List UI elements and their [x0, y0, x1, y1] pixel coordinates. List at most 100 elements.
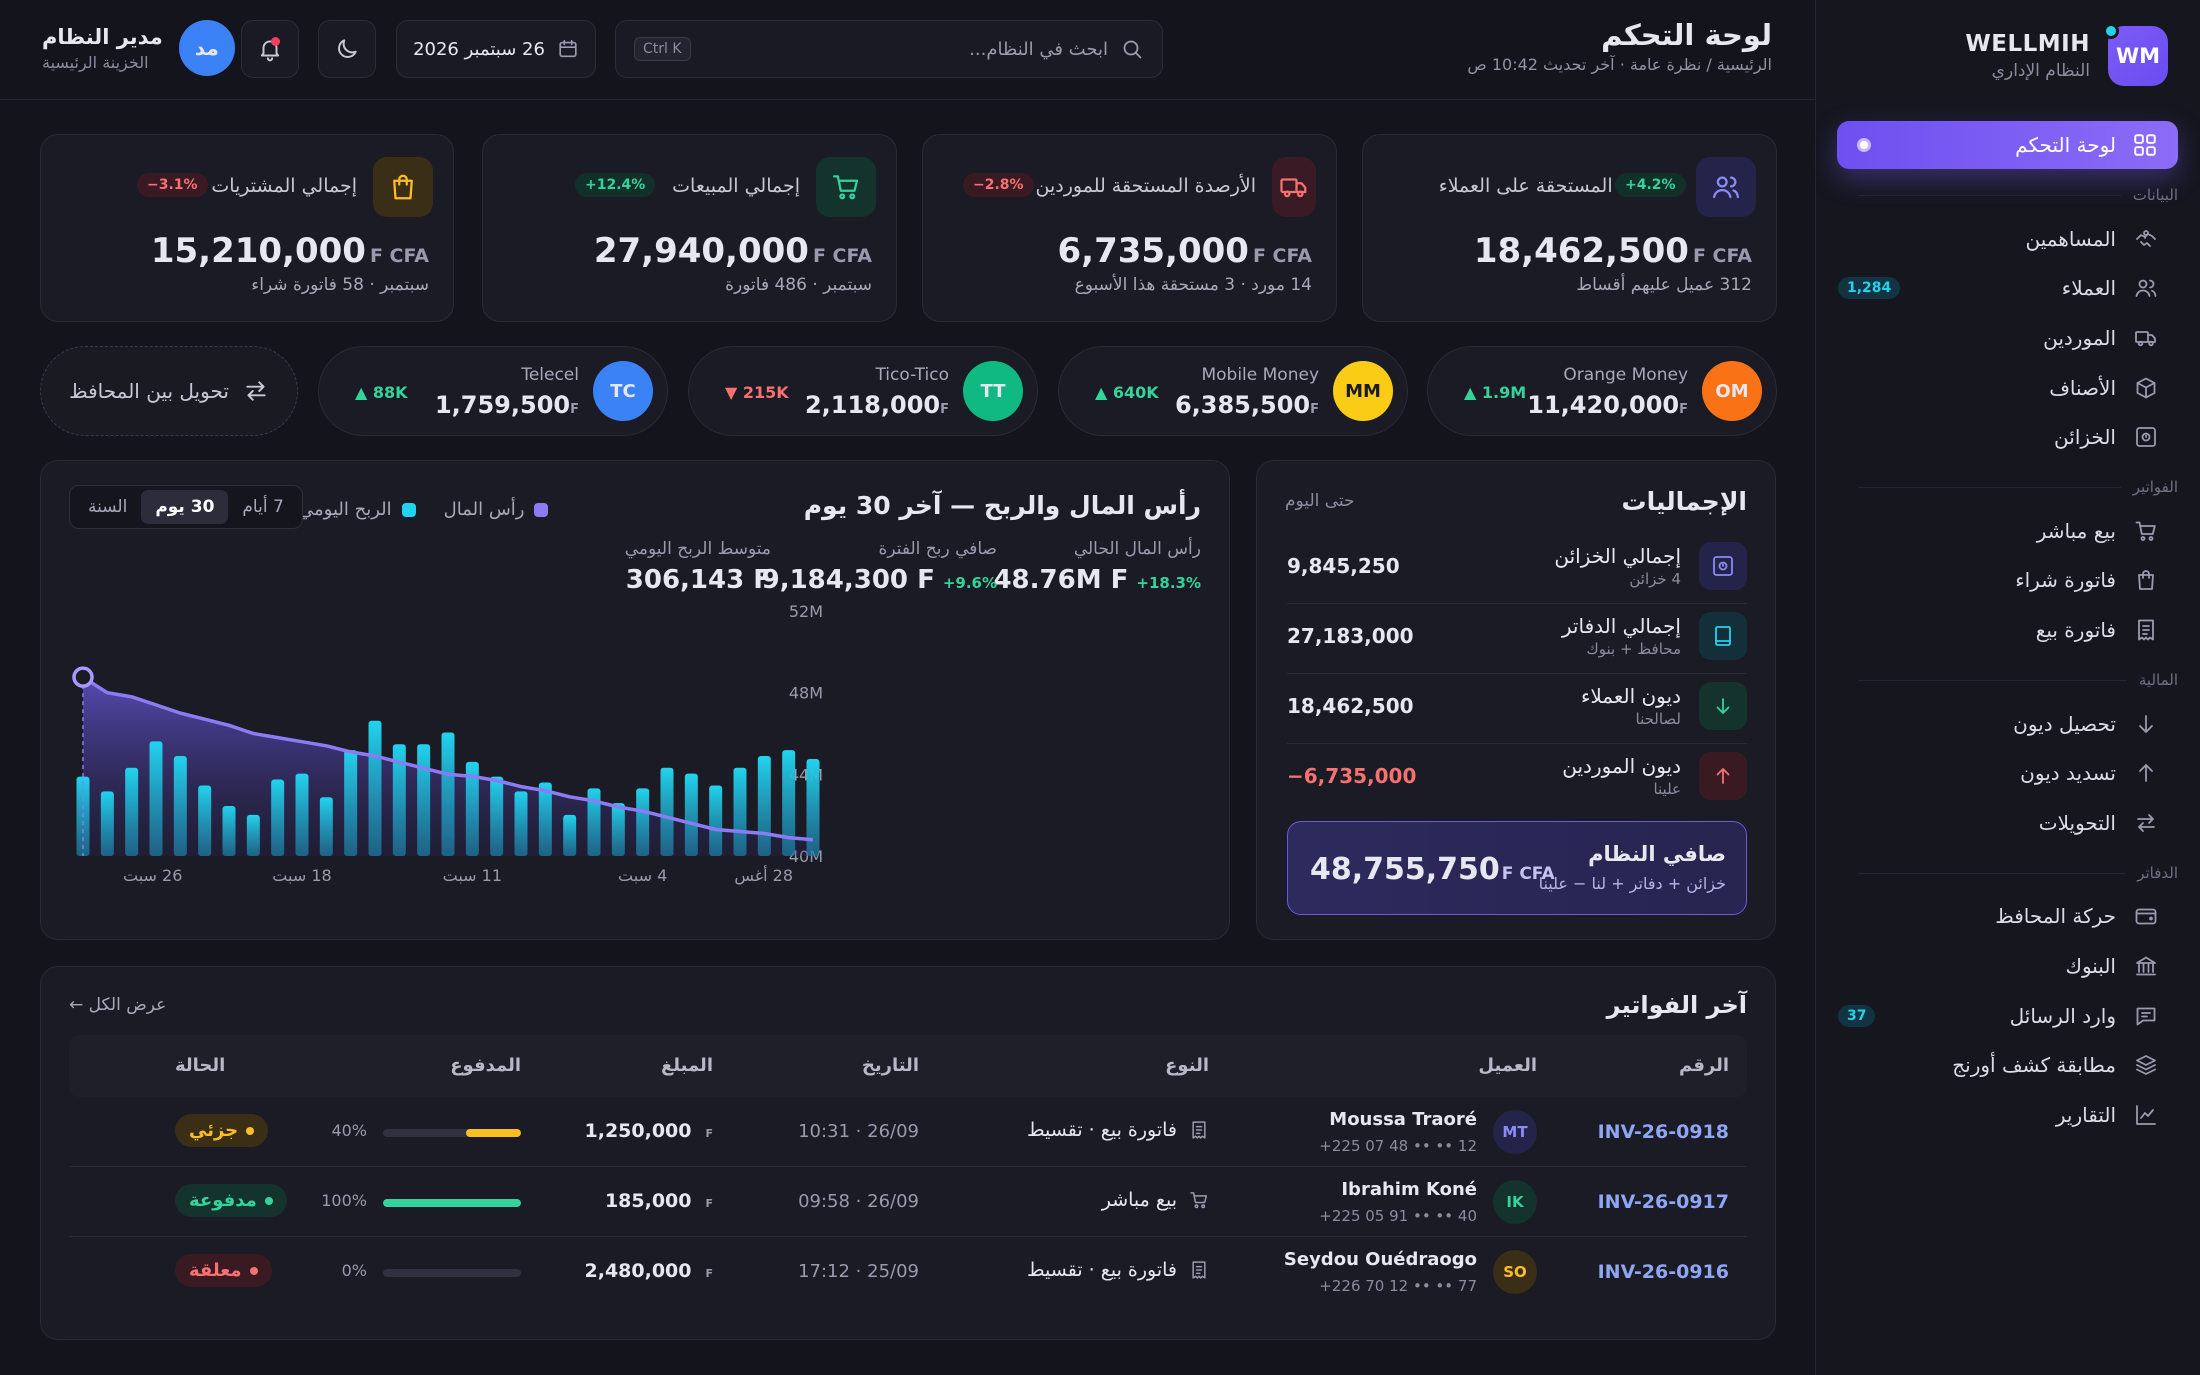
sidebar-item-orange-reconcile[interactable]: مطابقة كشف أورنج — [1838, 1048, 2158, 1082]
sidebar-item-transfers[interactable]: التحويلات — [1838, 806, 2158, 840]
column-header: المدفوع — [450, 1055, 521, 1076]
table-row[interactable]: INV-26-0916 SO Seydou Ouédraogo +226 70 … — [69, 1237, 1747, 1307]
search-input[interactable]: ابحث في النظام... Ctrl K — [615, 20, 1163, 78]
bag-icon — [2134, 568, 2158, 592]
sidebar-item-purchase-invoice[interactable]: فاتورة شراء — [1838, 563, 2158, 597]
sidebar-item-dashboard[interactable]: لوحة التحكم — [1837, 121, 2178, 169]
sidebar-item-safes[interactable]: الخزائن — [1838, 420, 2158, 454]
invoice-number[interactable]: INV-26-0917 — [1597, 1191, 1729, 1213]
wallet-change: ▲ 1.9M — [1464, 383, 1527, 402]
status-label: معلقة — [189, 1260, 242, 1281]
invoice-number[interactable]: INV-26-0918 — [1597, 1121, 1729, 1143]
sidebar-item-messages[interactable]: وارد الرسائل 37 — [1838, 999, 2158, 1033]
sidebar-item-reports[interactable]: التقارير — [1838, 1098, 2158, 1132]
truck-icon — [2134, 326, 2158, 350]
count-badge: 37 — [1838, 1005, 1876, 1027]
profit-bar — [344, 750, 358, 856]
total-label: إجمالي الدفاتر — [1561, 614, 1681, 638]
search-shortcut: Ctrl K — [634, 37, 691, 61]
amount-unit: F — [705, 1127, 713, 1140]
stat-unit: F CFA — [369, 245, 429, 267]
invoice-amount: 1,250,000 F — [585, 1120, 714, 1142]
paid-progress-bar — [383, 1129, 521, 1137]
kpi-label: صافي ربح الفترة — [878, 539, 997, 559]
divider — [1287, 603, 1747, 604]
sidebar-item-banks[interactable]: البنوك — [1838, 949, 2158, 983]
total-label: ديون الموردين — [1562, 754, 1681, 778]
kpi-change: +18.3% — [1136, 574, 1201, 592]
wallet-card-mobile-money[interactable]: MM Mobile Money 6,385,500F ▲ 640K — [1058, 346, 1408, 436]
total-value: −6,735,000 — [1287, 764, 1417, 788]
capital-profit-chart-panel: رأس المال والربح — آخر 30 يوم رأس المال … — [40, 460, 1230, 940]
total-label: إجمالي الخزائن — [1554, 544, 1681, 568]
safe-icon — [2134, 425, 2158, 449]
legend-label: رأس المال — [443, 499, 525, 520]
search-icon — [1120, 37, 1144, 61]
table-row[interactable]: INV-26-0918 MT Moussa Traoré +225 07 48 … — [69, 1097, 1747, 1167]
table-header: الرقم العميل النوع التاريخ المبلغ المدفو… — [69, 1035, 1747, 1097]
date-picker[interactable]: 26 سبتمبر 2026 — [396, 20, 596, 78]
theme-toggle-button[interactable] — [318, 20, 376, 78]
section-data: البيانات — [1858, 186, 2178, 204]
arrow-up-icon — [1699, 752, 1747, 800]
total-row-supplier-debts: ديون الموردين علينا −6,735,000 — [1287, 741, 1747, 811]
chart-title: رأس المال والربح — آخر 30 يوم — [803, 491, 1201, 520]
customer-avatar: SO — [1493, 1250, 1537, 1294]
net-unit: F CFA — [1501, 864, 1555, 884]
sidebar-item-products[interactable]: الأصناف — [1838, 371, 2158, 405]
profit-bar — [806, 758, 820, 856]
sidebar-item-pay-debts[interactable]: تسديد ديون — [1838, 756, 2158, 790]
wallet-card-tico-tico[interactable]: TT Tico-Tico 2,118,000F ▼ 215K — [688, 346, 1038, 436]
wallet-icon — [2134, 904, 2158, 928]
total-row-ledgers: إجمالي الدفاتر محافظ + بنوك 27,183,000 — [1287, 601, 1747, 671]
x-tick-label: 28 أغس — [734, 865, 793, 886]
amount-unit: F — [705, 1267, 713, 1280]
active-indicator — [1857, 138, 1871, 152]
profit-bar — [246, 814, 260, 856]
total-value: 18,462,500 — [1287, 694, 1414, 718]
date-label: 26 سبتمبر 2026 — [413, 38, 545, 60]
wallet-balance: 11,420,000F — [1527, 391, 1688, 419]
page-title: لوحة التحكم — [1601, 18, 1772, 52]
invoice-number[interactable]: INV-26-0916 — [1597, 1261, 1729, 1283]
wallet-amount: 11,420,000 — [1527, 391, 1680, 419]
sidebar-item-customers[interactable]: العملاء 1,284 — [1838, 271, 2158, 305]
sidebar-item-sale-invoice[interactable]: فاتورة بيع — [1838, 613, 2158, 647]
total-row-customer-debts: ديون العملاء لصالحنا 18,462,500 — [1287, 671, 1747, 741]
brand-logo: WM — [2103, 23, 2168, 86]
progress-fill — [465, 1129, 521, 1137]
view-all-link[interactable]: عرض الكل ← — [69, 995, 167, 1015]
amount-unit: F — [705, 1197, 713, 1210]
arrow-down-icon — [2134, 712, 2158, 736]
wallet-card-orange-money[interactable]: OM Orange Money 11,420,000F ▲ 1.9M — [1427, 346, 1777, 436]
sidebar-item-direct-sale[interactable]: بيع مباشر — [1838, 514, 2158, 548]
user-menu[interactable]: مدير النظام الخزينة الرئيسية مد — [42, 20, 235, 76]
invoices-title: آخر الفواتير — [1606, 991, 1747, 1019]
range-year[interactable]: السنة — [88, 497, 128, 517]
kpi-change: +9.6% — [942, 574, 997, 592]
divider — [1287, 743, 1747, 744]
layers-icon — [2134, 1053, 2158, 1077]
sidebar-item-shareholders[interactable]: المساهمين — [1838, 222, 2158, 256]
stat-label: إجمالي المشتريات — [211, 175, 357, 197]
range-7-days[interactable]: 7 أيام — [242, 497, 284, 517]
table-row[interactable]: INV-26-0917 IK Ibrahim Koné +225 05 91 •… — [69, 1167, 1747, 1237]
range-30-days[interactable]: 30 يوم — [141, 490, 229, 524]
invoice-type-label: فاتورة بيع · تقسيط — [1026, 1259, 1177, 1281]
transfer-between-wallets-button[interactable]: تحويل بين المحافظ — [40, 346, 298, 436]
customer-avatar: IK — [1493, 1180, 1537, 1224]
notifications-button[interactable] — [241, 20, 299, 78]
sidebar-item-suppliers[interactable]: الموردين — [1838, 321, 2158, 355]
sidebar-item-label: البنوك — [2065, 954, 2116, 978]
wallet-card-telecel[interactable]: TC Telecel 1,759,500F ▲ 88K — [318, 346, 668, 436]
y-tick-label: 52M — [789, 602, 823, 621]
count-badge: 1,284 — [1838, 277, 1901, 299]
column-header: العميل — [1478, 1055, 1537, 1076]
sidebar-item-collect-debts[interactable]: تحصيل ديون — [1838, 707, 2158, 741]
brand-subtitle: النظام الإداري — [1991, 61, 2090, 81]
wallet-name: Telecel — [521, 365, 579, 385]
profit-bar — [782, 750, 796, 856]
paid-percent: 40% — [331, 1121, 367, 1140]
sidebar-item-wallet-movements[interactable]: حركة المحافظ — [1838, 899, 2158, 933]
capital-line — [82, 675, 814, 842]
